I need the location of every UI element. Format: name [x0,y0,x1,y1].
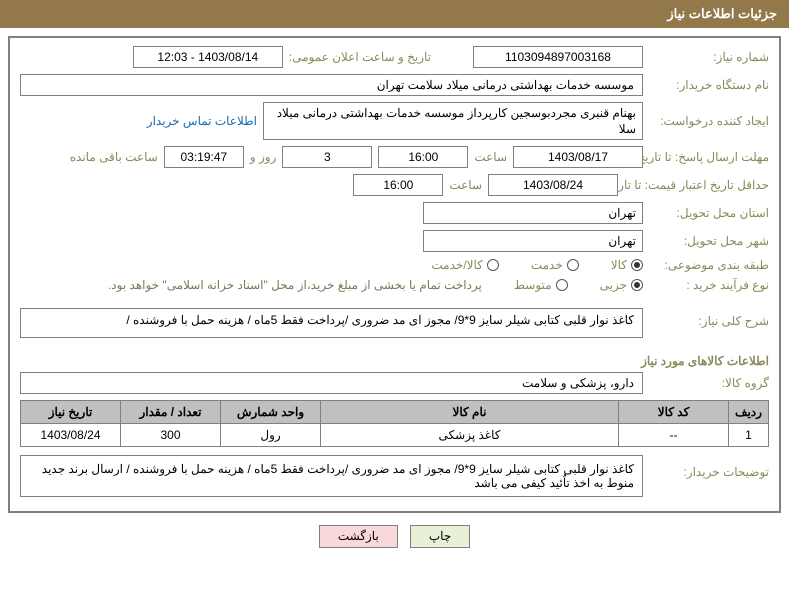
panel-header: جزئیات اطلاعات نیاز [0,0,789,28]
time-label-1: ساعت [474,150,507,164]
radio-goods-input[interactable] [631,259,643,271]
time-label-2: ساعت [449,178,482,192]
table-header: واحد شمارش [221,401,321,424]
radio-service[interactable]: خدمت [531,258,579,272]
print-button[interactable]: چاپ [410,525,470,548]
category-label: طبقه بندی موضوعی: [649,258,769,272]
buyer-org-value: موسسه خدمات بهداشتی درمانی میلاد سلامت ت… [20,74,643,96]
requester-label: ایجاد کننده درخواست: [649,114,769,128]
buyer-notes-label: توضیحات خریدار: [649,455,769,479]
city-value: تهران [423,230,643,252]
radio-small-input[interactable] [631,279,643,291]
back-button[interactable]: بازگشت [319,525,398,548]
table-cell: 1 [729,424,769,447]
deadline-label: مهلت ارسال پاسخ: تا تاریخ: [649,150,769,164]
remaining-label: ساعت باقی مانده [70,150,158,164]
radio-small-label: جزیی [600,278,627,292]
need-no-label: شماره نیاز: [649,50,769,64]
days-count: 3 [282,146,372,168]
overall-label: شرح کلی نیاز: [649,308,769,328]
items-section-header: اطلاعات کالاهای مورد نیاز [20,354,769,368]
table-cell: 300 [121,424,221,447]
buyer-notes: کاغذ نوار قلبی کتابی شیلر سایز 9*9/ مجوز… [20,455,643,497]
radio-both-label: کالا/خدمت [431,258,482,272]
table-header: کد کالا [619,401,729,424]
province-value: تهران [423,202,643,224]
radio-service-label: خدمت [531,258,563,272]
overall-desc: کاغذ نوار قلبی کتابی شیلر سایز 9*9/ مجوز… [20,308,643,338]
requester-value: بهنام قنبری مجردبوسجین کارپرداز موسسه خد… [263,102,643,140]
radio-both[interactable]: کالا/خدمت [431,258,498,272]
payment-note: پرداخت تمام یا بخشی از مبلغ خرید،از محل … [108,278,482,292]
radio-goods-label: کالا [611,258,627,272]
group-label: گروه کالا: [649,376,769,390]
days-label: روز و [250,150,277,164]
deadline-time: 16:00 [378,146,468,168]
table-cell: 1403/08/24 [21,424,121,447]
validity-date: 1403/08/24 [488,174,618,196]
radio-small[interactable]: جزیی [600,278,643,292]
announce-value: 1403/08/14 - 12:03 [133,46,283,68]
main-panel: شماره نیاز: 1103094897003168 تاریخ و ساع… [8,36,781,513]
radio-medium[interactable]: متوسط [514,278,568,292]
table-row: 1--کاغذ پزشکیرول3001403/08/24 [21,424,769,447]
radio-both-input[interactable] [487,259,499,271]
items-table: ردیفکد کالانام کالاواحد شمارشتعداد / مقد… [20,400,769,447]
table-cell: رول [221,424,321,447]
table-header: تاریخ نیاز [21,401,121,424]
radio-goods[interactable]: کالا [611,258,643,272]
table-header: نام کالا [321,401,619,424]
hours-left: 03:19:47 [164,146,244,168]
province-label: استان محل تحویل: [649,206,769,220]
process-label: نوع فرآیند خرید : [649,278,769,292]
table-cell: -- [619,424,729,447]
deadline-date: 1403/08/17 [513,146,643,168]
need-no-value: 1103094897003168 [473,46,643,68]
table-header: تعداد / مقدار [121,401,221,424]
announce-label: تاریخ و ساعت اعلان عمومی: [289,50,431,64]
validity-time: 16:00 [353,174,443,196]
buyer-org-label: نام دستگاه خریدار: [649,78,769,92]
radio-service-input[interactable] [567,259,579,271]
validity-label: حداقل تاریخ اعتبار قیمت: تا تاریخ: [624,178,769,192]
city-label: شهر محل تحویل: [649,234,769,248]
group-value: دارو، پزشکی و سلامت [20,372,643,394]
radio-medium-label: متوسط [514,278,552,292]
table-cell: کاغذ پزشکی [321,424,619,447]
contact-buyer-link[interactable]: اطلاعات تماس خریدار [147,114,257,128]
radio-medium-input[interactable] [556,279,568,291]
table-header: ردیف [729,401,769,424]
